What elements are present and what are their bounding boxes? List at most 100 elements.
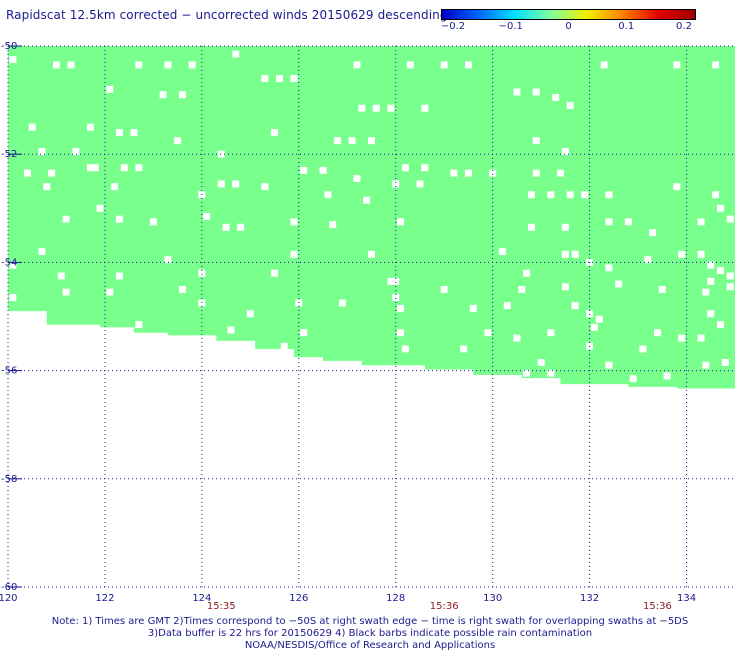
footnote-line-1: Note: 1) Times are GMT 2)Times correspon…	[51, 616, 689, 627]
missing-cell	[222, 223, 230, 231]
missing-cell	[561, 250, 569, 258]
missing-cell	[629, 375, 637, 383]
colorbar-tick-label: 0.2	[676, 21, 692, 32]
missing-cell	[232, 50, 240, 58]
missing-cell	[605, 218, 613, 226]
missing-cell	[586, 310, 594, 318]
missing-cell	[658, 285, 666, 293]
missing-cell	[368, 137, 375, 145]
missing-cell	[115, 215, 123, 223]
missing-cell	[726, 272, 734, 280]
colorbar-tick-label: 0	[565, 21, 572, 32]
missing-cell	[547, 369, 555, 377]
missing-cell	[552, 93, 560, 101]
missing-cell	[130, 129, 138, 137]
missing-cell	[518, 285, 526, 293]
time-label: 15:36	[430, 601, 459, 612]
missing-cell	[464, 61, 472, 69]
missing-cell	[644, 256, 652, 264]
missing-cell	[566, 102, 574, 110]
missing-cell	[590, 323, 598, 331]
missing-cell	[271, 269, 279, 277]
missing-cell	[707, 277, 715, 285]
missing-cell	[232, 180, 240, 188]
missing-cell	[115, 129, 123, 137]
missing-cell	[469, 304, 477, 312]
missing-cell	[334, 137, 342, 145]
missing-cell	[532, 169, 540, 177]
missing-cell	[440, 285, 448, 293]
missing-cell	[523, 269, 531, 277]
missing-cell	[86, 123, 94, 131]
missing-cell	[513, 88, 521, 96]
missing-cell	[91, 164, 99, 172]
missing-cell	[149, 218, 157, 226]
y-tick-label: -60	[1, 582, 17, 593]
missing-cell	[561, 223, 569, 231]
missing-cell	[38, 147, 46, 155]
missing-cell	[38, 248, 46, 256]
missing-cell	[353, 175, 361, 183]
missing-cell	[440, 61, 448, 69]
time-label: 15:35	[207, 601, 236, 612]
missing-cell	[523, 369, 531, 377]
missing-cell	[557, 169, 565, 177]
missing-cell	[726, 215, 734, 223]
missing-cell	[726, 283, 734, 291]
missing-cell	[300, 166, 308, 174]
missing-cell	[600, 61, 608, 69]
missing-cell	[227, 326, 235, 334]
missing-cell	[450, 169, 458, 177]
missing-cell	[353, 61, 361, 69]
missing-cell	[329, 221, 337, 229]
missing-cell	[716, 267, 724, 275]
missing-cell	[72, 147, 80, 155]
missing-cell	[416, 180, 424, 188]
missing-cell	[392, 180, 400, 188]
missing-cell	[338, 299, 346, 307]
y-tick-label: -56	[1, 366, 17, 377]
missing-cell	[421, 104, 429, 112]
missing-cell	[290, 218, 298, 226]
missing-cell	[324, 191, 332, 199]
missing-cell	[484, 329, 492, 337]
colorbar	[441, 9, 696, 20]
missing-cell	[57, 272, 65, 280]
missing-cell	[246, 310, 254, 318]
missing-cell	[67, 61, 75, 69]
y-tick-label: -52	[1, 149, 17, 160]
y-tick-label: -58	[1, 474, 17, 485]
missing-cell	[164, 256, 172, 264]
x-tick-label: 126	[289, 593, 308, 604]
missing-cell	[23, 169, 31, 177]
missing-cell	[547, 329, 555, 337]
missing-cell	[217, 180, 225, 188]
time-label: 15:36	[643, 601, 672, 612]
missing-cell	[464, 169, 472, 177]
missing-cell	[503, 302, 511, 310]
missing-cell	[203, 212, 211, 220]
x-tick-label: 134	[677, 593, 696, 604]
missing-cell	[9, 294, 17, 302]
missing-cell	[673, 61, 681, 69]
missing-cell	[86, 164, 94, 172]
missing-cell	[639, 345, 647, 353]
colorbar-tick-label: 0.1	[618, 21, 635, 32]
missing-cell	[547, 191, 555, 199]
missing-cell	[707, 310, 715, 318]
missing-cell	[62, 288, 70, 296]
missing-cell	[300, 329, 308, 337]
missing-cell	[489, 169, 497, 177]
missing-cell	[135, 164, 143, 172]
missing-cell	[178, 285, 186, 293]
missing-cell	[52, 61, 60, 69]
missing-cell	[537, 358, 545, 366]
missing-cell	[372, 104, 380, 112]
missing-cell	[397, 304, 405, 312]
missing-cell	[712, 61, 720, 69]
missing-cell	[702, 288, 710, 296]
missing-cell	[217, 150, 225, 158]
x-tick-label: 122	[95, 593, 114, 604]
missing-cell	[62, 215, 70, 223]
